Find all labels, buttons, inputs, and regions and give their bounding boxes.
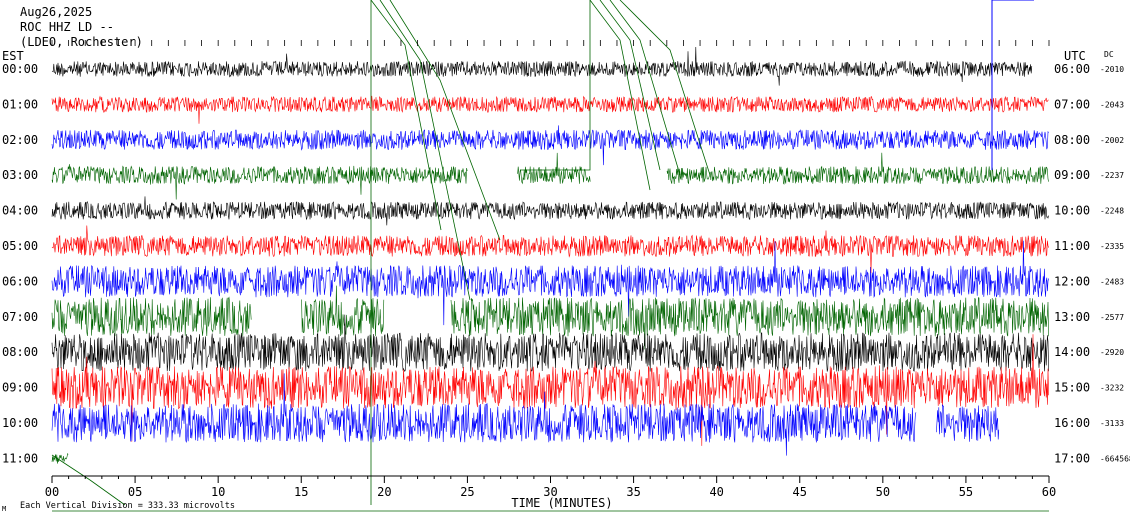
dc-offset-label: -2010 (1100, 65, 1124, 74)
trace-row-1100 (51, 453, 69, 464)
trace-row-0200 (51, 125, 1049, 166)
utc-label-1200: 12:00 (1054, 274, 1090, 288)
phase-arrival-line (619, 0, 711, 176)
x-tick-label: 05 (128, 485, 142, 499)
x-tick-label: 15 (294, 485, 308, 499)
dc-offset-label: -2483 (1100, 277, 1124, 286)
phase-arrival-line (379, 0, 471, 301)
trace-row-0000 (51, 46, 1033, 86)
utc-label-1600: 16:00 (1054, 416, 1090, 430)
trace-row-0900 (51, 334, 1049, 446)
trace-row-0800 (51, 314, 1049, 372)
dc-offset-label: -2002 (1100, 136, 1124, 145)
utc-label-1000: 10:00 (1054, 204, 1090, 218)
dc-offset-label: -2335 (1100, 242, 1124, 251)
est-label-0000: 00:00 (2, 62, 38, 76)
dc-header-label: DC (1104, 50, 1114, 59)
est-label-1100: 11:00 (2, 451, 38, 465)
seismic-traces (51, 46, 1049, 464)
footer-scale-note: Each Vertical Division = 333.33 microvol… (20, 501, 235, 511)
dc-offset-label: -664568 (1100, 454, 1130, 463)
event-marker-line (991, 0, 1034, 170)
utc-label-0600: 06:00 (1054, 62, 1090, 76)
trace-row-0600 (51, 240, 1049, 326)
time-axis: 00 05 10 15 20 25 30 35 40 45 50 55 60 (45, 40, 1056, 499)
x-tick-label: 20 (377, 485, 391, 499)
header-station: ROC HHZ LD -- (20, 20, 114, 34)
dc-offset-label: -2248 (1100, 207, 1124, 216)
phase-arrival-line (609, 0, 681, 176)
x-tick-label: 40 (709, 485, 723, 499)
phase-arrival-line (589, 0, 651, 191)
est-label-0900: 09:00 (2, 381, 38, 395)
x-tick-label: 50 (876, 485, 890, 499)
utc-label-1300: 13:00 (1054, 310, 1090, 324)
dc-offset-label: -2577 (1100, 313, 1124, 322)
trace-row-0100 (51, 95, 1049, 124)
x-tick-label: 25 (460, 485, 474, 499)
trace-row-0500 (51, 225, 1049, 274)
est-label-0500: 05:00 (2, 239, 38, 253)
phase-arrival-line (520, 0, 591, 171)
est-label-0800: 08:00 (2, 345, 38, 359)
x-tick-label: 30 (543, 485, 557, 499)
x-tick-label: 60 (1042, 485, 1056, 499)
header-network: (LDEO, Rochester) (20, 35, 143, 49)
phase-arrival-line (51, 454, 126, 506)
est-label-0700: 07:00 (2, 310, 38, 324)
dc-offset-label: -3133 (1100, 419, 1124, 428)
x-axis-label: TIME (MINUTES) (511, 496, 612, 510)
utc-label-0700: 07:00 (1054, 97, 1090, 111)
header-date: Aug26,2025 (20, 5, 92, 19)
phase-arrival-line (389, 0, 501, 241)
x-tick-label: 10 (211, 485, 225, 499)
dc-offset-label: -2043 (1100, 100, 1124, 109)
phase-arrival-line (599, 0, 661, 171)
dc-offset-label: -2920 (1100, 348, 1124, 357)
est-label-1000: 10:00 (2, 416, 38, 430)
x-tick-label: 45 (793, 485, 807, 499)
x-tick-label: 55 (959, 485, 973, 499)
trace-row-0400 (51, 196, 1049, 226)
utc-label-1400: 14:00 (1054, 345, 1090, 359)
utc-label-0900: 09:00 (1054, 168, 1090, 182)
dc-offset-label: -3232 (1100, 384, 1124, 393)
footer-icon: M (2, 505, 6, 513)
est-label-0300: 03:00 (2, 168, 38, 182)
est-label-0400: 04:00 (2, 204, 38, 218)
arrival-markers (51, 0, 1049, 512)
utc-label-1100: 11:00 (1054, 239, 1090, 253)
est-label-0200: 02:00 (2, 133, 38, 147)
utc-label-1500: 15:00 (1054, 381, 1090, 395)
right-timezone-label: UTC (1064, 49, 1086, 63)
est-label-0100: 01:00 (2, 97, 38, 111)
left-timezone-label: EST (2, 49, 24, 63)
trace-row-1000 (51, 373, 1000, 456)
est-label-0600: 06:00 (2, 274, 38, 288)
utc-label-1700: 17:00 (1054, 451, 1090, 465)
utc-label-0800: 08:00 (1054, 133, 1090, 147)
trace-row-0300 (51, 152, 1049, 200)
x-tick-label: 00 (45, 485, 59, 499)
dc-offset-label: -2237 (1100, 171, 1124, 180)
x-tick-label: 35 (626, 485, 640, 499)
phase-arrival-line (370, 0, 442, 231)
row-labels: 00:00 06:00 -2010 01:00 07:00 -2043 02:00 08:00… (2, 62, 1130, 465)
